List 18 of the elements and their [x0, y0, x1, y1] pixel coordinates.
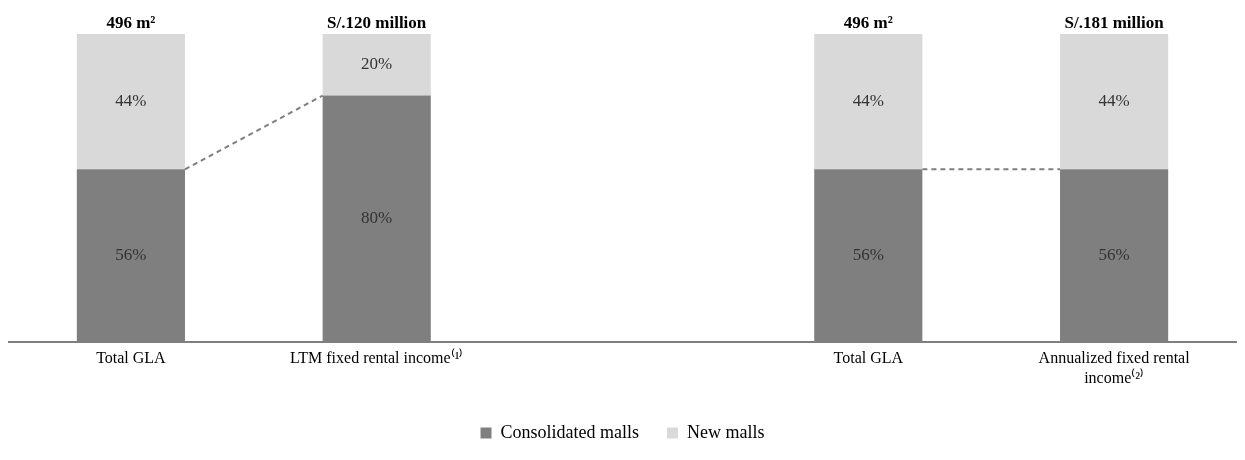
data-label: 44% — [115, 91, 147, 111]
data-label: 80% — [361, 208, 393, 228]
x-tick-label: Annualized fixed rental income⁽²⁾ — [1038, 349, 1191, 386]
data-label: 20% — [361, 54, 393, 74]
data-label: 44% — [852, 91, 884, 111]
text: 496 m² — [843, 12, 893, 32]
legend-label: New malls — [687, 421, 765, 442]
data-label: 44% — [1098, 91, 1130, 111]
text: 496 m² — [106, 12, 156, 32]
x-tick-label: Total GLA — [96, 349, 167, 367]
text: S/.181 million — [1064, 12, 1165, 32]
data-label: 56% — [852, 244, 884, 264]
data-label: 56% — [115, 244, 147, 264]
text: S/.120 million — [327, 12, 427, 32]
x-tick-label: LTM fixed rental income⁽¹⁾ — [289, 348, 464, 367]
x-tick-label: Total GLA — [833, 349, 904, 367]
legend-label: Consolidated malls — [500, 421, 640, 442]
data-label: 56% — [1098, 244, 1130, 264]
